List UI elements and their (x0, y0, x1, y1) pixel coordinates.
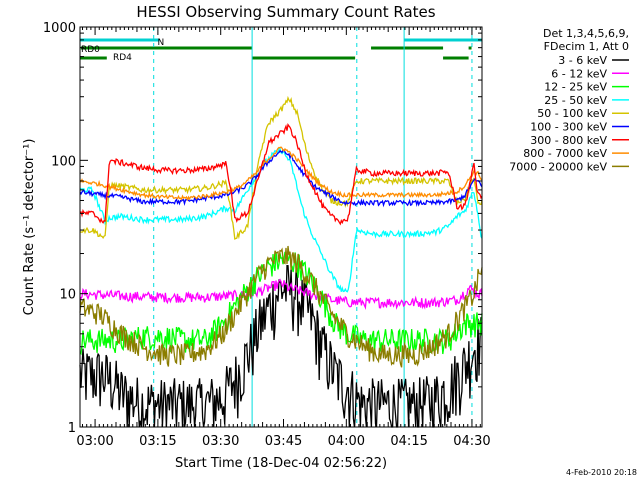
legend-label: 800 - 7000 keV (523, 147, 607, 160)
legend: Det 1,3,4,5,6,9, FDecim 1, Att 0 3 - 6 k… (509, 27, 629, 173)
legend-label: 12 - 25 keV (544, 81, 607, 94)
y-axis: 1 10 100 1000 (43, 21, 482, 436)
y-tick-label: 10 (59, 288, 76, 303)
legend-header-line-2: FDecim 1, Att 0 (544, 40, 629, 53)
plot-frame (79, 26, 483, 428)
series-line-4 (79, 95, 483, 240)
series-line-7 (79, 146, 483, 202)
legend-label: 7000 - 20000 keV (509, 160, 607, 173)
y-tick-label: 100 (51, 154, 76, 169)
x-tick-label: 03:45 (265, 434, 302, 449)
attenuator-flags: RD0 RD4 N (80, 38, 482, 63)
series-line-8 (79, 245, 483, 368)
x-tick-label: 03:00 (76, 434, 113, 449)
flag-label: N (157, 38, 164, 48)
flag-label: RD4 (113, 53, 132, 63)
legend-label: 50 - 100 keV (537, 107, 607, 120)
legend-label: 100 - 300 keV (530, 121, 607, 134)
legend-label: 25 - 50 keV (544, 94, 607, 107)
series-line-2 (79, 251, 483, 356)
x-tick-label: 03:15 (139, 434, 176, 449)
legend-header-line-1: Det 1,3,4,5,6,9, (543, 27, 629, 40)
y-tick-label: 1000 (43, 21, 76, 36)
time-markers (79, 27, 473, 427)
x-tick-label: 04:30 (453, 434, 490, 449)
series-line-3 (79, 147, 483, 293)
legend-label: 300 - 800 keV (530, 134, 607, 147)
x-tick-label: 04:15 (390, 434, 427, 449)
series-line-6 (79, 123, 483, 226)
legend-label: 6 - 12 keV (551, 67, 607, 80)
data-series (79, 95, 483, 428)
footer-date: 4-Feb-2010 20:18 (566, 468, 637, 477)
flag-label: RD0 (81, 45, 100, 55)
x-tick-label: 03:30 (202, 434, 239, 449)
series-line-5 (79, 149, 483, 208)
series-line-1 (79, 278, 483, 311)
y-tick-label: 1 (68, 421, 76, 436)
x-tick-label: 04:00 (328, 434, 365, 449)
y-axis-label: Count Rate (s⁻¹ detector⁻¹) (22, 139, 37, 316)
chart-title: HESSI Observing Summary Count Rates (136, 3, 435, 21)
legend-label: 3 - 6 keV (558, 54, 607, 67)
x-axis: 03:00 03:15 03:30 03:45 04:00 04:15 04:30 (76, 27, 491, 449)
x-axis-label: Start Time (18-Dec-04 02:56:22) (175, 456, 387, 471)
